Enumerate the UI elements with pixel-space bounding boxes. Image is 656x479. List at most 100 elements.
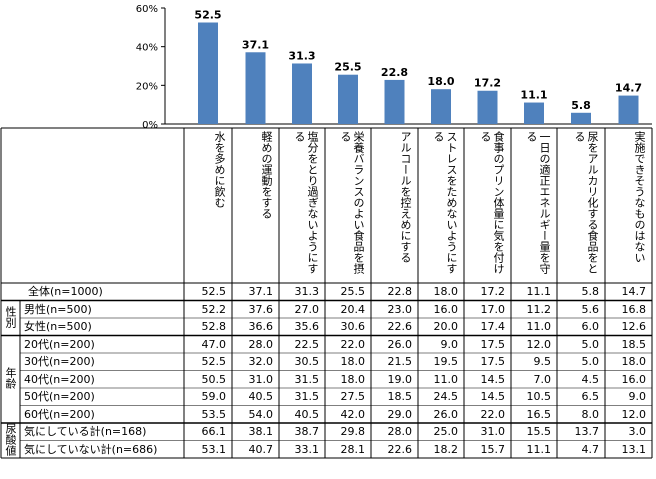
row-label: 男性(n=500) [24, 302, 92, 316]
table-cell: 22.5 [294, 337, 320, 351]
row-label: 40代(n=200) [24, 372, 95, 386]
bar [198, 22, 218, 124]
bar-value-label: 5.8 [571, 99, 591, 112]
table-cell: 29.0 [387, 407, 413, 421]
y-tick-label: 0% [142, 120, 158, 130]
table-cell: 18.0 [340, 355, 366, 368]
bar-value-label: 17.2 [474, 77, 501, 90]
bar-value-label: 11.1 [520, 89, 547, 102]
table-cell: 20.0 [433, 320, 459, 333]
table-cell: 26.0 [433, 407, 459, 421]
table-cell: 18.5 [621, 337, 647, 351]
column-header: 食事のプリン体量に気を付ける [479, 131, 505, 274]
table-cell: 7.0 [533, 372, 552, 386]
y-tick-label: 60% [136, 4, 158, 15]
row-label: 気にしていない計(n=686) [24, 442, 158, 456]
table-cell: 5.0 [581, 355, 600, 368]
table-cell: 18.0 [340, 372, 366, 386]
table-cell: 12.0 [621, 407, 647, 421]
table-cell: 15.5 [526, 425, 552, 438]
table-cell: 3.0 [628, 425, 647, 438]
table-cell: 33.1 [294, 442, 320, 456]
bars [198, 22, 639, 125]
table-cell: 52.5 [201, 355, 227, 368]
group-label: 性別 [4, 306, 17, 328]
table-cell: 31.0 [248, 372, 274, 386]
group-label: 尿酸値 [4, 422, 17, 456]
bar-value-label: 18.0 [427, 75, 454, 88]
row-label: 30代(n=200) [24, 355, 95, 368]
column-header: ストレスをためないようにする [432, 131, 458, 274]
table-cell: 59.0 [201, 390, 227, 403]
table-cell: 13.1 [621, 442, 647, 456]
table-cell: 16.8 [621, 302, 647, 316]
bar-value-label: 14.7 [615, 82, 642, 95]
table-cell: 8.0 [581, 407, 600, 421]
table-cell: 29.8 [340, 425, 366, 438]
table-cell: 25.5 [340, 285, 366, 298]
table-cell: 40.7 [248, 442, 274, 456]
table-cell: 20.4 [340, 302, 366, 316]
bar-chart: 0% 20% 40% 60% 52.5 37.1 31.3 25.5 22.8 18.0 17.2… [136, 4, 652, 130]
table-cell: 16.0 [621, 372, 647, 386]
table-cell: 36.6 [248, 320, 274, 333]
row-label: 60代(n=200) [24, 407, 95, 421]
table-cell: 22.6 [387, 442, 413, 456]
table-cell: 4.7 [581, 442, 600, 456]
table-cell: 37.1 [248, 285, 274, 298]
table-cell: 13.7 [574, 425, 600, 438]
value-labels: 52.5 37.1 31.3 25.5 22.8 18.0 17.2 11.1 5.8 14.7 [194, 9, 642, 112]
table-cell: 31.0 [480, 425, 506, 438]
table-cell: 26.0 [387, 337, 413, 351]
table-cell: 5.8 [581, 285, 600, 298]
table-cell: 15.7 [480, 442, 506, 456]
table-cell: 17.2 [480, 285, 506, 298]
table-cell: 11.2 [526, 302, 552, 316]
table-cell: 30.6 [340, 320, 366, 333]
table-cell: 14.5 [480, 390, 506, 403]
column-header: 軽めの運動をする [260, 131, 273, 219]
table-cell: 40.5 [248, 390, 274, 403]
table-cell: 22.8 [387, 285, 413, 298]
column-header: 塩分をとり過ぎないようにする [293, 131, 319, 274]
table-cell: 11.1 [526, 442, 552, 456]
table-cell: 47.0 [201, 337, 227, 351]
table-cell: 53.1 [201, 442, 227, 456]
table-cell: 19.5 [433, 355, 459, 368]
table-cell: 50.5 [201, 372, 227, 386]
table-cell: 21.5 [387, 355, 413, 368]
table-cell: 38.1 [248, 425, 274, 438]
table-cell: 12.0 [526, 337, 552, 351]
table-cell: 28.0 [387, 425, 413, 438]
table-cell: 17.5 [480, 337, 506, 351]
bar [431, 89, 451, 124]
bar-value-label: 52.5 [194, 9, 221, 22]
row-label: 女性(n=500) [24, 320, 92, 333]
table-cell: 5.6 [581, 302, 600, 316]
table-cell: 38.7 [294, 425, 320, 438]
table-cell: 16.0 [433, 302, 459, 316]
table-cell: 17.5 [480, 355, 506, 368]
table-cell: 53.5 [201, 407, 227, 421]
y-tick-label: 40% [136, 43, 158, 54]
table-cell: 18.2 [433, 442, 459, 456]
table-cell: 52.8 [201, 320, 227, 333]
row-label: 50代(n=200) [24, 390, 95, 403]
table-cell: 28.0 [248, 337, 274, 351]
group-label: 年齢 [4, 367, 17, 390]
table-cell: 18.5 [387, 390, 413, 403]
table-cell: 66.1 [201, 425, 227, 438]
bar-value-label: 25.5 [334, 61, 361, 74]
bar [477, 90, 498, 124]
table-cell: 24.5 [433, 390, 459, 403]
table-cell: 11.0 [433, 372, 459, 386]
table-cell: 11.0 [526, 320, 552, 333]
table-cell: 4.5 [581, 372, 600, 386]
column-header: 水を多めに飲む [213, 131, 226, 208]
bar [384, 79, 405, 124]
table-cell: 27.5 [340, 390, 366, 403]
table-cell: 14.5 [480, 372, 506, 386]
table-cell: 22.0 [480, 407, 506, 421]
table-cell: 52.2 [201, 302, 227, 316]
